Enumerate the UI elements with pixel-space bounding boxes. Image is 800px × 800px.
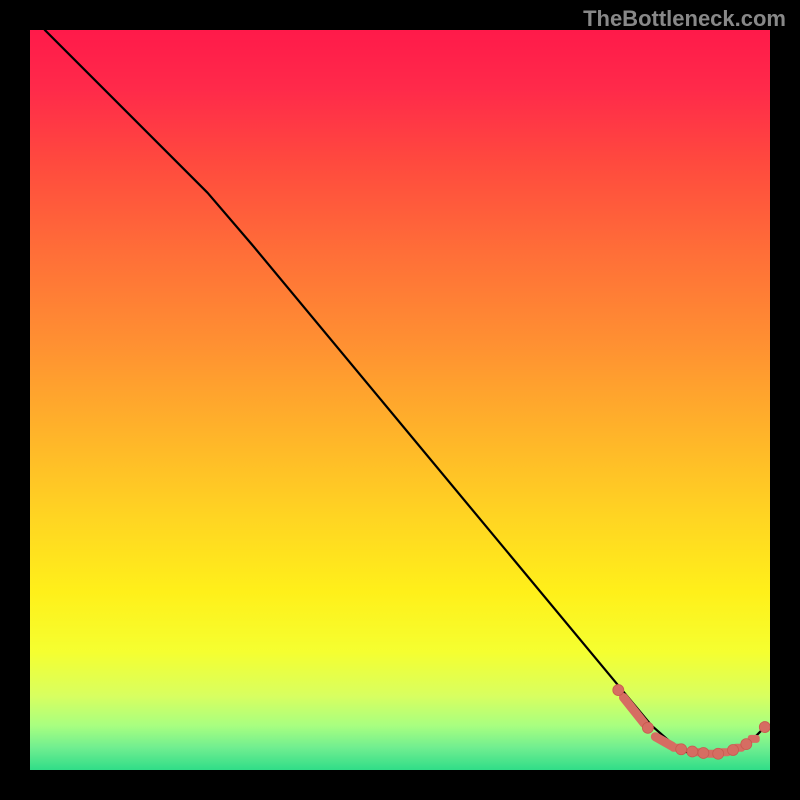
chart-container — [30, 30, 770, 770]
watermark-text: TheBottleneck.com — [583, 6, 786, 32]
chart-svg — [30, 30, 770, 770]
